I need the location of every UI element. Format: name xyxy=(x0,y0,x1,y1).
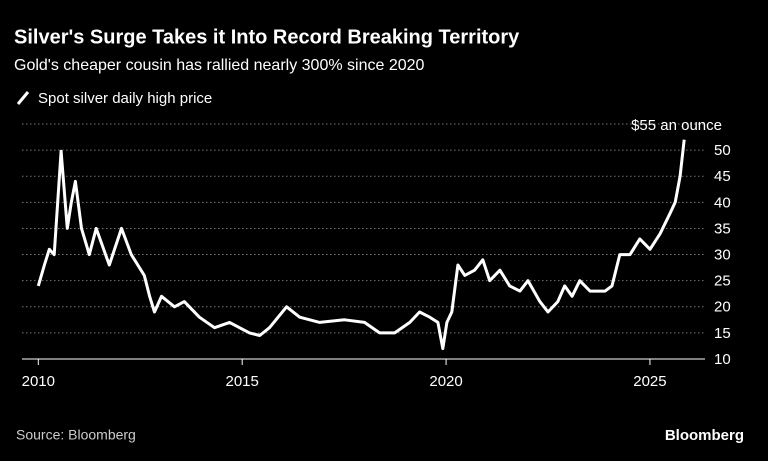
y-tick-label: 35 xyxy=(714,220,731,237)
y-tick-label: 15 xyxy=(714,325,731,342)
y-tick-label: 10 xyxy=(714,351,731,368)
x-tick-label: 2025 xyxy=(633,373,666,390)
chart-subtitle: Gold's cheaper cousin has rallied nearly… xyxy=(14,57,425,74)
y-tick-label: 40 xyxy=(714,194,731,211)
price-line xyxy=(36,139,686,351)
y-tick-label: 50 xyxy=(714,142,731,159)
x-tick-label: 2020 xyxy=(429,373,462,390)
y-tick-label: 45 xyxy=(714,168,731,185)
x-tick-label: 2015 xyxy=(226,373,259,390)
y-tick-label: 30 xyxy=(714,247,731,264)
y-tick-label: 20 xyxy=(714,299,731,316)
legend-label: Spot silver daily high price xyxy=(38,90,212,107)
chart-title: Silver's Surge Takes it Into Record Brea… xyxy=(14,26,520,48)
y-tick-label: $55 an ounce xyxy=(631,117,722,134)
x-tick-label: 2010 xyxy=(22,373,55,390)
legend-swatch xyxy=(16,91,30,105)
brand: Bloomberg xyxy=(665,427,744,444)
source: Source: Bloomberg xyxy=(16,427,136,443)
y-tick-label: 25 xyxy=(714,273,731,290)
